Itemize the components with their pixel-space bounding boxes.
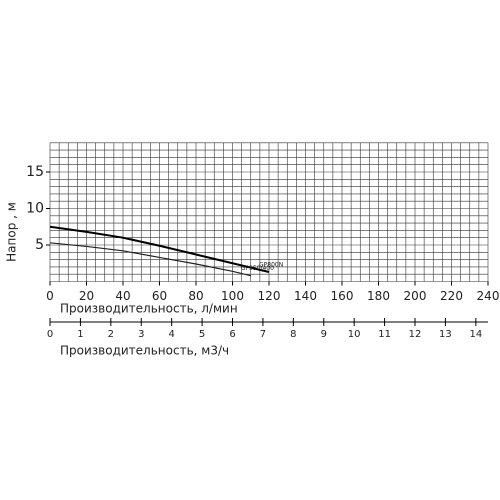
x-tick-label: 160 — [331, 289, 354, 303]
x-tick-label: 200 — [404, 289, 427, 303]
x-tick-label: 180 — [367, 289, 390, 303]
x2-tick-label: 11 — [378, 329, 391, 340]
x-tick-label: 220 — [440, 289, 463, 303]
x2-tick-label: 5 — [199, 329, 205, 340]
x-tick-label: 240 — [477, 289, 500, 303]
x2-tick-label: 10 — [348, 329, 361, 340]
x2-tick-label: 1 — [77, 329, 83, 340]
x-tick-label: 140 — [294, 289, 317, 303]
x-tick-label: 120 — [258, 289, 281, 303]
x2-tick-label: 2 — [108, 329, 114, 340]
x2-axis-label: Производительность, м3/ч — [60, 344, 229, 358]
series-label: GP350/400 — [241, 265, 274, 272]
y-tick-label: 5 — [35, 237, 44, 253]
x2-tick-label: 6 — [229, 329, 235, 340]
x-tick-label: 40 — [115, 289, 130, 303]
x2-tick-label: 9 — [321, 329, 327, 340]
x-tick-label: 60 — [152, 289, 167, 303]
series-line — [49, 242, 251, 277]
x-axis-label: Производительность, л/мин — [60, 302, 238, 316]
x2-tick-label: 12 — [409, 329, 422, 340]
x-tick-label: 0 — [46, 289, 54, 303]
x2-tick-label: 0 — [47, 329, 53, 340]
x2-tick-label: 13 — [439, 329, 452, 340]
series-line — [49, 225, 270, 273]
y-tick-label: 10 — [26, 201, 44, 217]
x-tick-label: 20 — [79, 289, 94, 303]
y-tick-label: 15 — [26, 164, 44, 180]
x2-tick-label: 4 — [168, 329, 174, 340]
y-axis-label: Напор , м — [5, 202, 19, 262]
x-tick-label: 80 — [188, 289, 203, 303]
x2-tick-label: 7 — [260, 329, 266, 340]
x2-tick-label: 14 — [469, 329, 482, 340]
x2-tick-label: 3 — [138, 329, 144, 340]
x2-tick-label: 8 — [290, 329, 296, 340]
x-tick-label: 100 — [221, 289, 244, 303]
series-label: GP800N — [259, 262, 283, 269]
